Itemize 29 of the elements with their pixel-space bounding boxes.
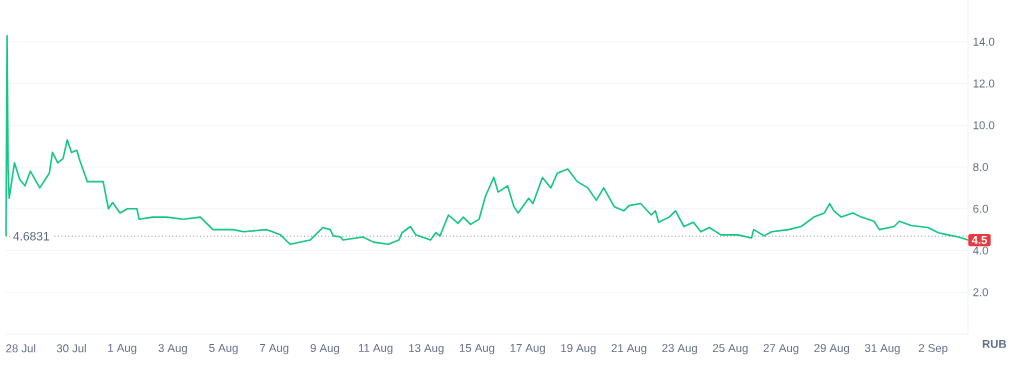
y-tick-label: 14.0 <box>973 37 995 46</box>
y-tick-label: 12.0 <box>973 79 995 88</box>
x-tick-label: 15 Aug <box>459 344 495 355</box>
x-tick-label: 1 Aug <box>108 344 137 355</box>
x-tick-label: 23 Aug <box>662 344 697 355</box>
x-tick-label: 28 Jul <box>6 344 36 353</box>
x-tick-label: 9 Aug <box>310 344 339 355</box>
y-tick-label: 10.0 <box>973 121 995 130</box>
x-tick-label: 11 Aug <box>358 344 393 355</box>
x-tick-label: 2 Sep <box>918 344 948 355</box>
x-tick-label: 13 Aug <box>409 344 444 355</box>
x-tick-label: 19 Aug <box>561 344 596 355</box>
x-tick-label: 17 Aug <box>510 344 545 355</box>
x-tick-label: 25 Aug <box>713 344 748 355</box>
x-tick-label: 3 Aug <box>158 344 187 355</box>
y-axis-title: RUB <box>982 340 1007 348</box>
annotation: 4.5 <box>971 236 988 245</box>
x-tick-label: 7 Aug <box>260 344 289 355</box>
y-tick-label: 6.0 <box>973 204 989 213</box>
ref-line-label: 4.6831 <box>13 231 50 241</box>
x-tick-label: 29 Aug <box>814 344 850 355</box>
x-tick-label: 27 Aug <box>763 344 799 355</box>
y-tick-label: 4.0 <box>972 246 989 255</box>
x-tick-label: 31 Aug <box>864 344 900 355</box>
x-tick-label: 30 Jul <box>56 344 86 353</box>
y-tick-label: 8.0 <box>973 163 989 172</box>
x-tick-label: 5 Aug <box>209 344 238 355</box>
y-tick-label: 2.0 <box>973 288 989 297</box>
x-tick-label: 21 Aug <box>611 344 647 355</box>
